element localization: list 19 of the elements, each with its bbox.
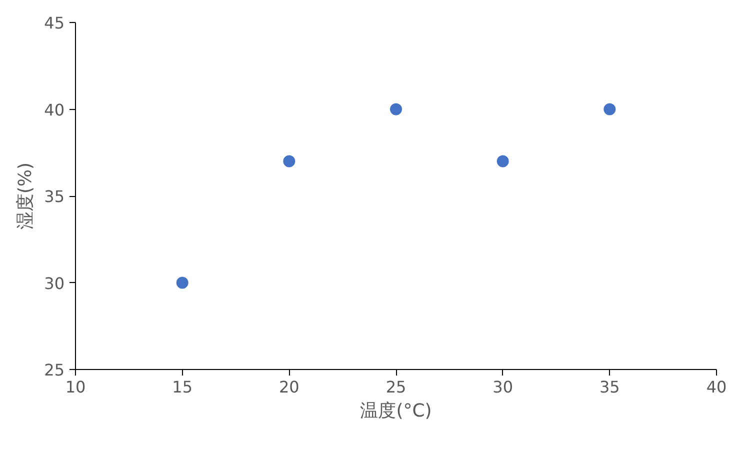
x-tick-label: 35 (599, 378, 620, 396)
x-tick-label: 20 (278, 378, 300, 396)
y-tick-label: 45 (44, 14, 64, 32)
y-tick-label: 25 (44, 360, 64, 380)
x-tick-label: 40 (706, 378, 727, 396)
point (283, 155, 296, 168)
y-tick-label: 35 (44, 187, 64, 206)
point (390, 103, 402, 116)
point (604, 103, 616, 116)
y-axis-title: 湿度(%) (15, 162, 36, 230)
x-tick-label: 25 (386, 378, 406, 396)
x-tick-label: 10 (65, 378, 86, 396)
x-tick-label: 30 (492, 378, 514, 396)
x-tick-label: 15 (172, 378, 193, 396)
x-axis-title: 温度(°C) (360, 400, 432, 422)
y-tick-label: 40 (44, 100, 64, 120)
point (176, 276, 188, 289)
point (496, 155, 509, 168)
y-tick-label: 30 (44, 274, 64, 293)
